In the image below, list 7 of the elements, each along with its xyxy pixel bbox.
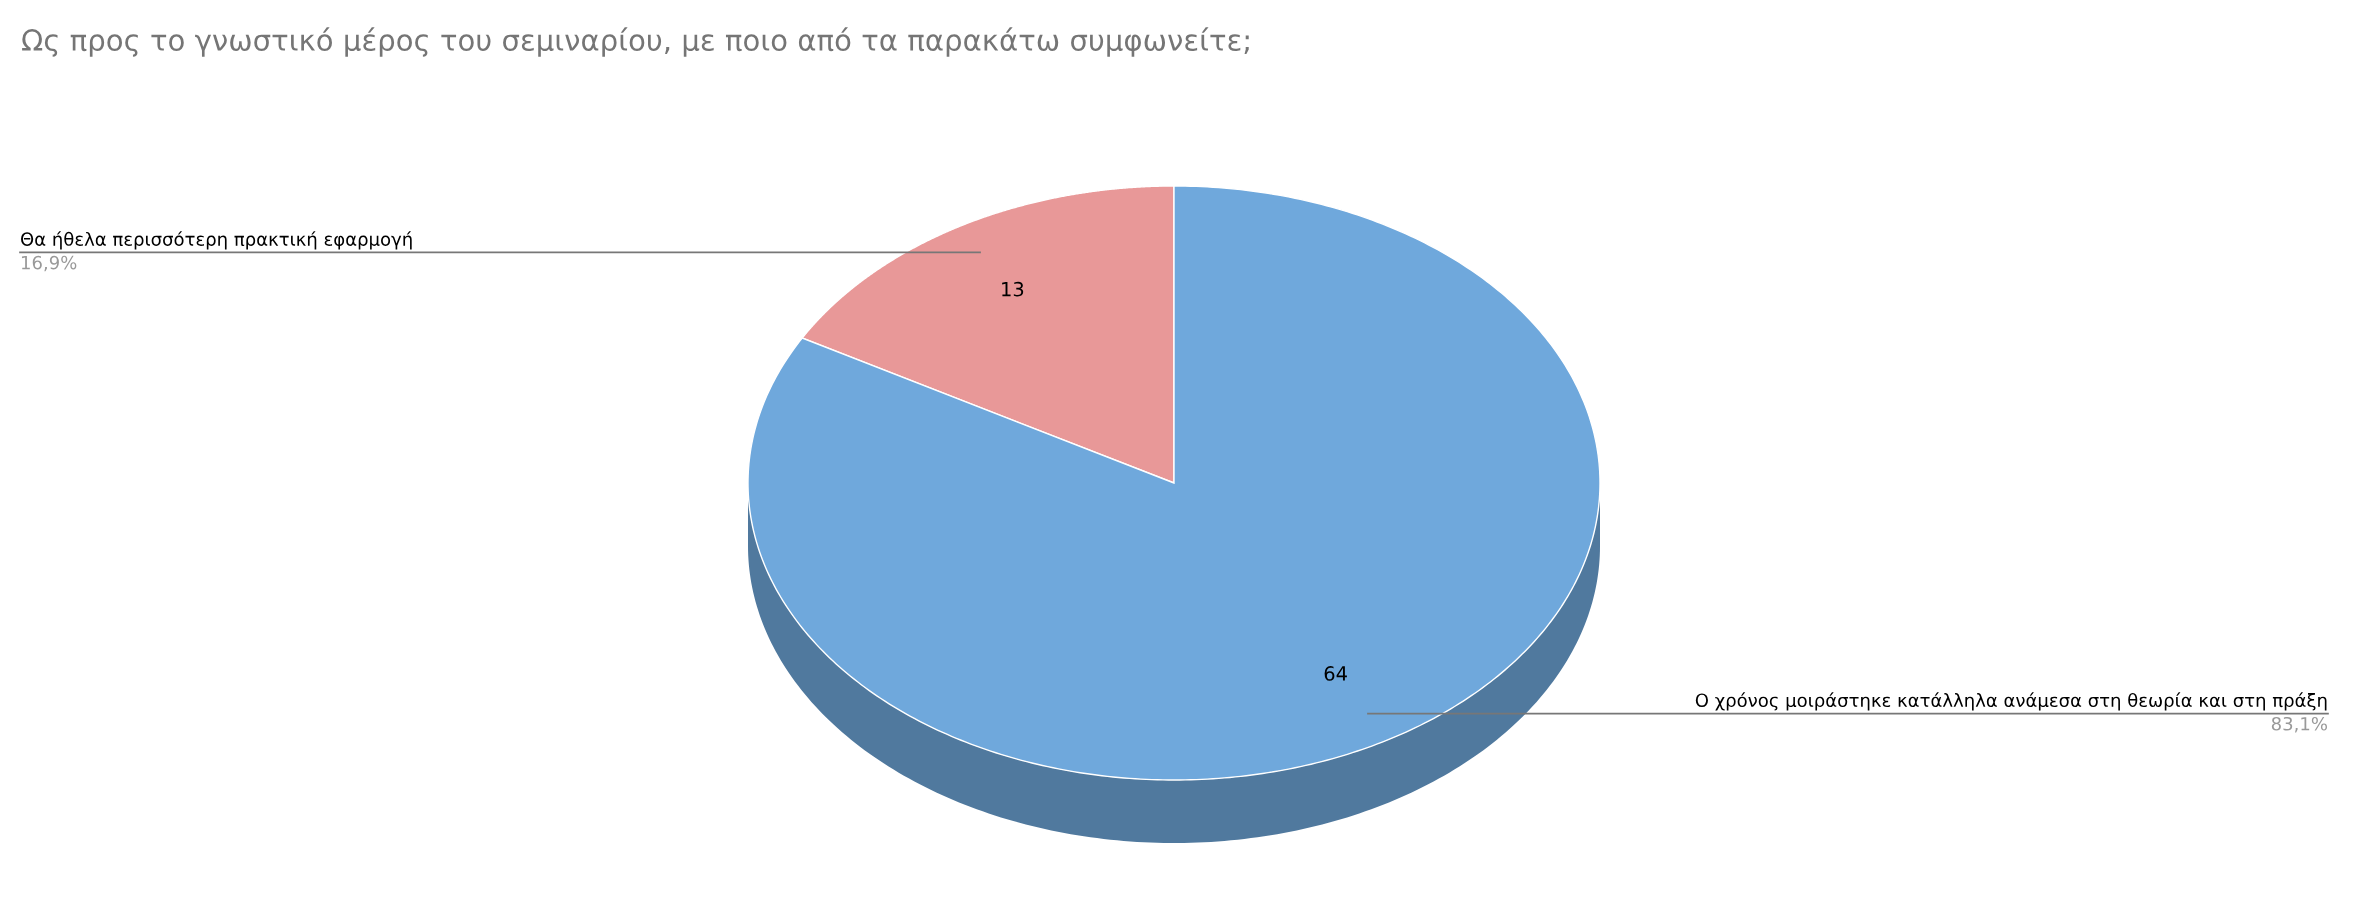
text: 16,9%	[21, 255, 77, 272]
data-label: 64	[1324, 666, 1347, 681]
slice-label: Ο χρόνος μοιράστηκε κατάλληλα ανάμεσα στη θεωρία και στη πράξη	[1695, 692, 2327, 711]
slice-label: Θα ήθελα περισσότερη πρακτική εφαρμογή	[21, 231, 412, 250]
data-label: 13	[1002, 281, 1024, 297]
chart-title: Ως προς το γνωστικό μέρος του σεμιναρίου, με ποιο από τα παρακάτω συμφωνείτε;	[22, 27, 1249, 57]
text: 83,1%	[2271, 716, 2327, 733]
